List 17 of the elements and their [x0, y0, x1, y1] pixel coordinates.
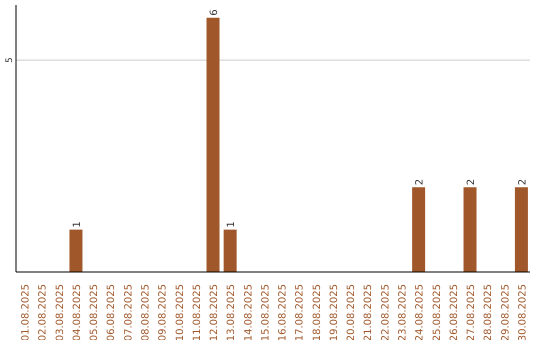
x-tick-label: 10.08.2025 [174, 284, 186, 340]
data-label: 2 [466, 178, 478, 186]
y-tick-label: 5 [5, 57, 15, 63]
data-label: 6 [209, 9, 220, 16]
x-tick-label: 18.08.2025 [312, 284, 323, 340]
x-tick-label: 19.08.2025 [328, 284, 340, 340]
x-tick-label: 13.08.2025 [226, 284, 238, 340]
x-tick-label: 16.08.2025 [278, 284, 289, 340]
data-label: 1 [72, 221, 83, 228]
data-label: 2 [517, 178, 528, 186]
x-tick-label: 15.08.2025 [260, 284, 272, 340]
x-tick-label: 17.08.2025 [294, 284, 306, 340]
x-tick-label: 14.08.2025 [243, 284, 254, 340]
data-label: 2 [414, 178, 426, 186]
data-label: 1 [226, 221, 238, 228]
x-tick-label: 12.08.2025 [209, 284, 220, 340]
x-tick-label: 11.08.2025 [192, 284, 203, 340]
